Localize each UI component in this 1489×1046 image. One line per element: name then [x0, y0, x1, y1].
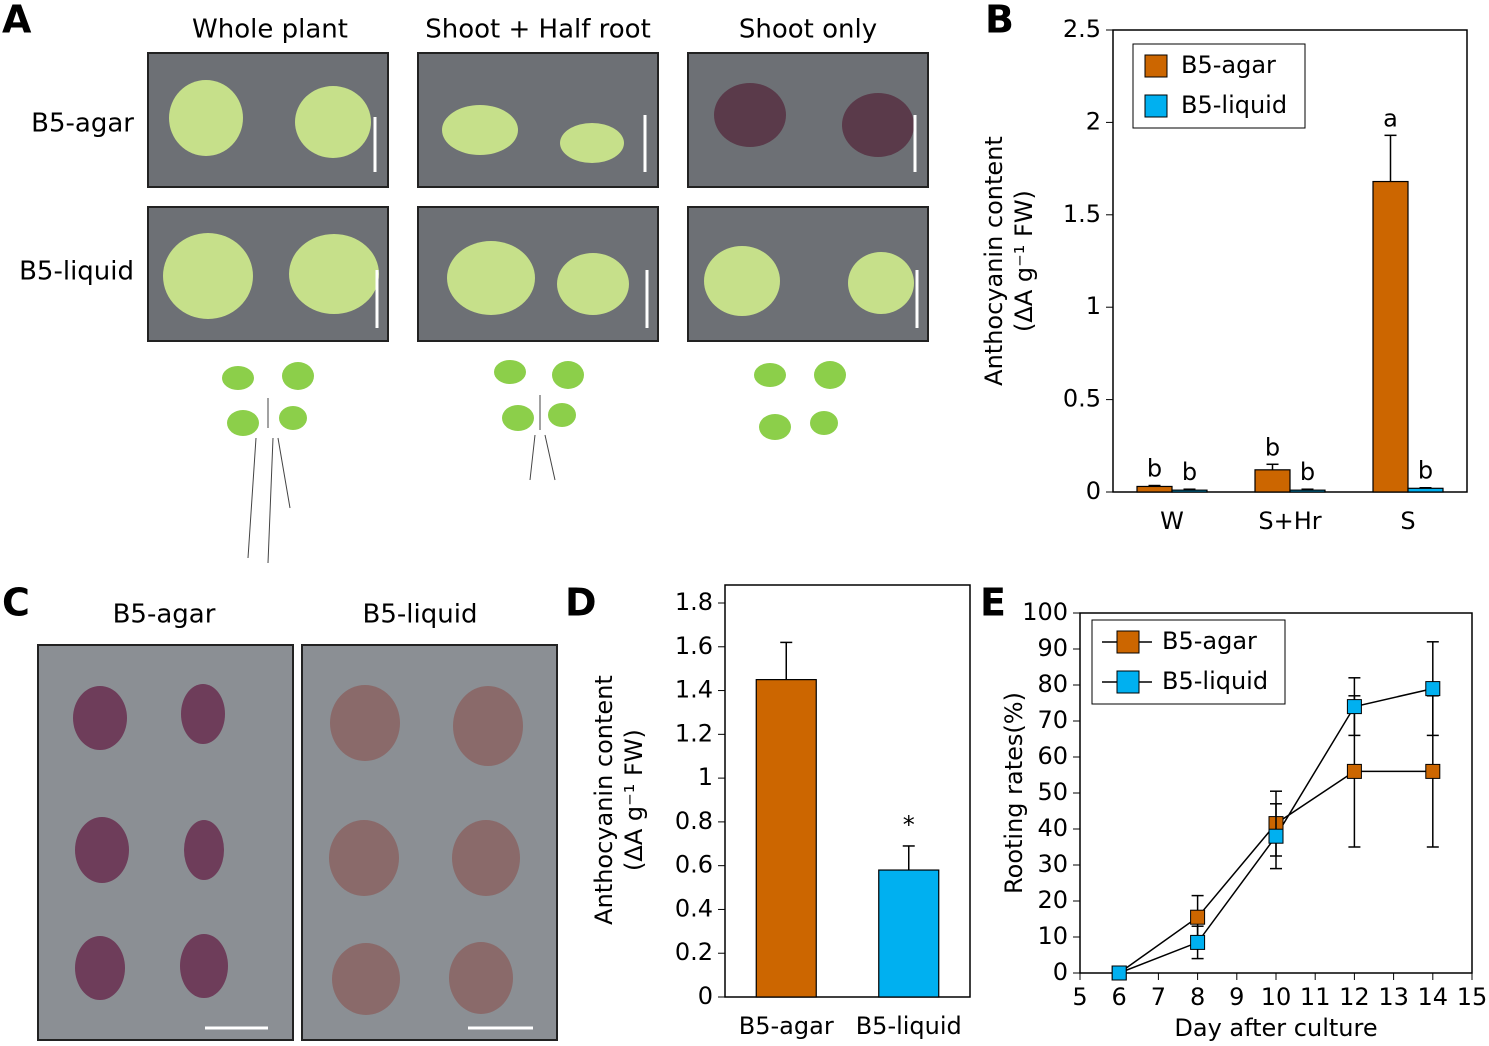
- panel-letter: B: [985, 0, 1014, 42]
- panel-letter: A: [2, 0, 32, 42]
- y-tick-label: 0.2: [675, 938, 713, 966]
- marker: [1190, 934, 1206, 950]
- legend-label: B5-liquid: [1181, 91, 1287, 119]
- x-tick-label: 15: [1457, 983, 1488, 1011]
- legend-label: B5-liquid: [1162, 667, 1268, 695]
- y-tick-label: 100: [1022, 598, 1068, 626]
- y-tick-label: 0.5: [1063, 385, 1101, 413]
- significance-letter: b: [1147, 455, 1162, 483]
- marker: [1425, 681, 1441, 697]
- x-tick-label: 12: [1339, 983, 1370, 1011]
- y-tick-label: 80: [1037, 670, 1068, 698]
- y-tick-label: 0: [698, 982, 713, 1010]
- significance-letter: a: [1383, 104, 1398, 132]
- y-tick-label: 1.6: [675, 632, 713, 660]
- y-axis-title: Anthocyanin content: [590, 675, 618, 925]
- y-tick-label: 0: [1053, 958, 1068, 986]
- row-label: B5-liquid: [19, 257, 134, 287]
- x-axis-title: Day after culture: [1174, 1014, 1377, 1042]
- x-tick-label: 13: [1378, 983, 1409, 1011]
- x-tick-label: S: [1400, 507, 1415, 535]
- y-tick-label: 20: [1037, 886, 1068, 914]
- x-tick-label: 11: [1300, 983, 1331, 1011]
- significance-letter: b: [1418, 457, 1433, 485]
- legend-swatch: [1116, 630, 1140, 654]
- x-tick-label: 9: [1229, 983, 1244, 1011]
- y-tick-label: 2.5: [1063, 15, 1101, 43]
- x-tick-label: 8: [1190, 983, 1205, 1011]
- marker: [1425, 763, 1441, 779]
- y-tick-label: 1.4: [675, 676, 713, 704]
- panel-letter: D: [565, 581, 597, 625]
- significance-letter: b: [1182, 458, 1197, 486]
- column-label: Shoot only: [739, 15, 877, 45]
- y-tick-label: 1: [1086, 292, 1101, 320]
- y-tick-label: 1.5: [1063, 200, 1101, 228]
- y-axis-title: (ΔA g⁻¹ FW): [620, 729, 648, 871]
- column-label: Shoot + Half root: [425, 15, 651, 45]
- bar: [1171, 489, 1208, 493]
- marker: [1346, 699, 1362, 715]
- x-tick-label: 14: [1418, 983, 1449, 1011]
- bar: [1289, 489, 1326, 493]
- y-axis-title: (ΔA g⁻¹ FW): [1010, 190, 1038, 332]
- y-tick-label: 30: [1037, 850, 1068, 878]
- y-tick-label: 1: [698, 763, 713, 791]
- x-tick-label: S+Hr: [1258, 507, 1321, 535]
- legend-label: B5-agar: [1162, 627, 1257, 655]
- marker: [1346, 763, 1362, 779]
- legend-swatch: [1116, 670, 1140, 694]
- column-label: B5-agar: [113, 600, 216, 630]
- y-tick-label: 1.2: [675, 719, 713, 747]
- y-tick-label: 70: [1037, 706, 1068, 734]
- y-axis-title: Rooting rates(%): [1000, 692, 1028, 894]
- y-tick-label: 0.8: [675, 807, 713, 835]
- bar: [1372, 180, 1409, 493]
- marker: [1111, 965, 1127, 981]
- bar: [878, 869, 940, 998]
- x-tick-label: 6: [1112, 983, 1127, 1011]
- plot-frame: [724, 584, 971, 998]
- significance-letter: b: [1300, 458, 1315, 486]
- column-label: Whole plant: [192, 15, 348, 45]
- column-label: B5-liquid: [363, 600, 478, 630]
- legend-swatch: [1144, 94, 1168, 118]
- x-tick-label: 5: [1072, 983, 1087, 1011]
- seedling-icons: [222, 360, 846, 564]
- legend-label: B5-agar: [1181, 51, 1276, 79]
- marker: [1268, 828, 1284, 844]
- x-tick-label: B5-liquid: [856, 1012, 962, 1040]
- panel-a-photos: [147, 52, 929, 342]
- y-tick-label: 0: [1086, 477, 1101, 505]
- panel-letter: E: [980, 581, 1006, 625]
- y-tick-label: 2: [1086, 107, 1101, 135]
- y-tick-label: 0.4: [675, 894, 713, 922]
- panel-letter: C: [2, 581, 30, 625]
- legend-swatch: [1144, 54, 1168, 78]
- bar: [1407, 487, 1444, 493]
- x-tick-label: 7: [1151, 983, 1166, 1011]
- bar: [1254, 469, 1291, 493]
- marker: [1190, 909, 1206, 925]
- y-tick-label: 40: [1037, 814, 1068, 842]
- significance-mark: *: [903, 811, 915, 839]
- significance-letter: b: [1265, 433, 1280, 461]
- y-tick-label: 60: [1037, 742, 1068, 770]
- row-label: B5-agar: [31, 109, 134, 139]
- panel-c-photos: [37, 644, 558, 1041]
- x-tick-label: W: [1160, 507, 1184, 535]
- bar: [755, 679, 817, 998]
- x-tick-label: B5-agar: [739, 1012, 834, 1040]
- y-tick-label: 90: [1037, 634, 1068, 662]
- y-axis-title: Anthocyanin content: [980, 136, 1008, 386]
- y-tick-label: 1.8: [675, 588, 713, 616]
- y-tick-label: 0.6: [675, 851, 713, 879]
- bar: [1136, 485, 1173, 493]
- x-tick-label: 10: [1261, 983, 1292, 1011]
- y-tick-label: 50: [1037, 778, 1068, 806]
- y-tick-label: 10: [1037, 922, 1068, 950]
